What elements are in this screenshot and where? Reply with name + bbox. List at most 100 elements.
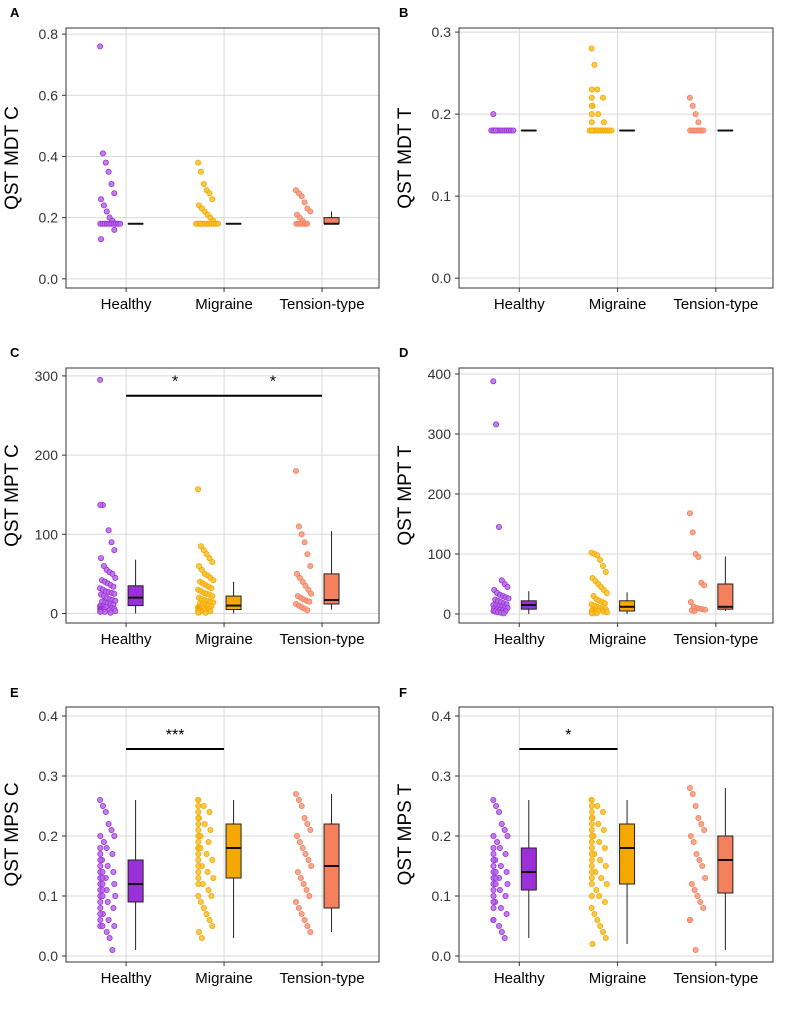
- data-point: [591, 61, 598, 68]
- data-point: [308, 590, 315, 597]
- box-iqr: [225, 595, 242, 611]
- data-point: [490, 887, 497, 894]
- y-tick-label: 200: [35, 447, 59, 463]
- data-point: [201, 821, 208, 828]
- data-point: [493, 421, 500, 428]
- box-iqr: [127, 585, 144, 607]
- box-iqr: [619, 823, 636, 885]
- data-point: [301, 917, 308, 924]
- data-point: [505, 595, 512, 602]
- data-point: [99, 887, 106, 894]
- data-point: [195, 486, 202, 493]
- data-point: [595, 821, 602, 828]
- data-point: [292, 467, 299, 474]
- data-point: [206, 190, 213, 197]
- x-tick-label: Tension-type: [673, 296, 758, 313]
- data-point: [295, 797, 302, 804]
- data-point: [205, 839, 212, 846]
- y-tick-label: 0.2: [39, 210, 59, 226]
- data-point: [97, 501, 104, 508]
- data-point: [209, 559, 216, 566]
- x-tick-label: Healthy: [101, 296, 152, 313]
- data-point: [203, 851, 210, 858]
- panel-F: F 0.0 0.1 0.2 0.3 0.4 QST MPS T Healthy Migraine…: [395, 685, 774, 987]
- data-point: [497, 905, 504, 912]
- data-point: [603, 609, 610, 616]
- data-point: [594, 917, 601, 924]
- y-tick-label: 0.1: [39, 888, 59, 904]
- data-point: [501, 827, 508, 834]
- data-point: [588, 845, 595, 852]
- data-point: [209, 923, 216, 930]
- data-point: [510, 127, 517, 134]
- data-point: [689, 791, 696, 798]
- data-point: [195, 797, 202, 804]
- data-point: [689, 529, 696, 536]
- x-tick-label: Migraine: [195, 296, 253, 313]
- data-point: [597, 557, 604, 564]
- data-point: [195, 851, 202, 858]
- data-point: [698, 821, 705, 828]
- data-point: [97, 845, 104, 852]
- data-point: [297, 875, 304, 882]
- data-point: [98, 555, 105, 562]
- data-point: [305, 586, 312, 593]
- data-point: [588, 86, 595, 93]
- data-point: [691, 608, 698, 615]
- y-tick-label: 0.2: [432, 106, 452, 122]
- data-point: [202, 609, 209, 616]
- data-point: [307, 827, 314, 834]
- data-point: [200, 547, 207, 554]
- data-point: [502, 893, 509, 900]
- data-point: [588, 815, 595, 822]
- data-point: [300, 881, 307, 888]
- data-point: [687, 833, 694, 840]
- data-point: [304, 607, 311, 614]
- y-tick-label: 200: [428, 486, 452, 502]
- y-axis-label: QST MDT T: [395, 107, 416, 209]
- data-point: [103, 929, 110, 936]
- x-tick-label: Tension-type: [280, 970, 365, 987]
- data-point: [195, 839, 202, 846]
- y-axis-label: QST MPS C: [2, 782, 23, 886]
- data-point: [490, 905, 497, 912]
- data-point: [195, 929, 202, 936]
- data-point: [602, 935, 609, 942]
- data-point: [492, 881, 499, 888]
- data-point: [99, 869, 106, 876]
- data-point: [105, 917, 112, 924]
- data-point: [490, 899, 497, 906]
- data-point: [594, 86, 601, 93]
- data-point: [688, 881, 695, 888]
- data-point: [596, 839, 603, 846]
- data-point: [504, 833, 511, 840]
- data-point: [588, 610, 595, 617]
- data-point: [98, 196, 105, 203]
- data-point: [687, 599, 694, 606]
- data-point: [588, 875, 595, 882]
- data-point: [210, 577, 217, 584]
- data-point: [99, 150, 106, 157]
- data-point: [100, 563, 107, 570]
- data-point: [589, 941, 596, 948]
- data-point: [198, 935, 205, 942]
- y-tick-label: 0.0: [432, 948, 452, 964]
- data-point: [699, 863, 706, 870]
- data-point: [588, 827, 595, 834]
- x-tick-label: Healthy: [494, 970, 545, 987]
- data-point: [200, 180, 207, 187]
- data-point: [602, 863, 609, 870]
- data-point: [105, 168, 112, 175]
- data-point: [203, 551, 210, 558]
- panel-label: C: [10, 345, 20, 360]
- data-point: [195, 875, 202, 882]
- data-point: [107, 609, 114, 616]
- data-point: [200, 905, 207, 912]
- data-point: [490, 857, 497, 864]
- y-axis-label: QST MPS T: [395, 783, 416, 885]
- data-point: [689, 102, 696, 109]
- x-tick-label: Tension-type: [673, 631, 758, 648]
- y-tick-label: 0: [50, 605, 58, 621]
- data-point: [99, 875, 106, 882]
